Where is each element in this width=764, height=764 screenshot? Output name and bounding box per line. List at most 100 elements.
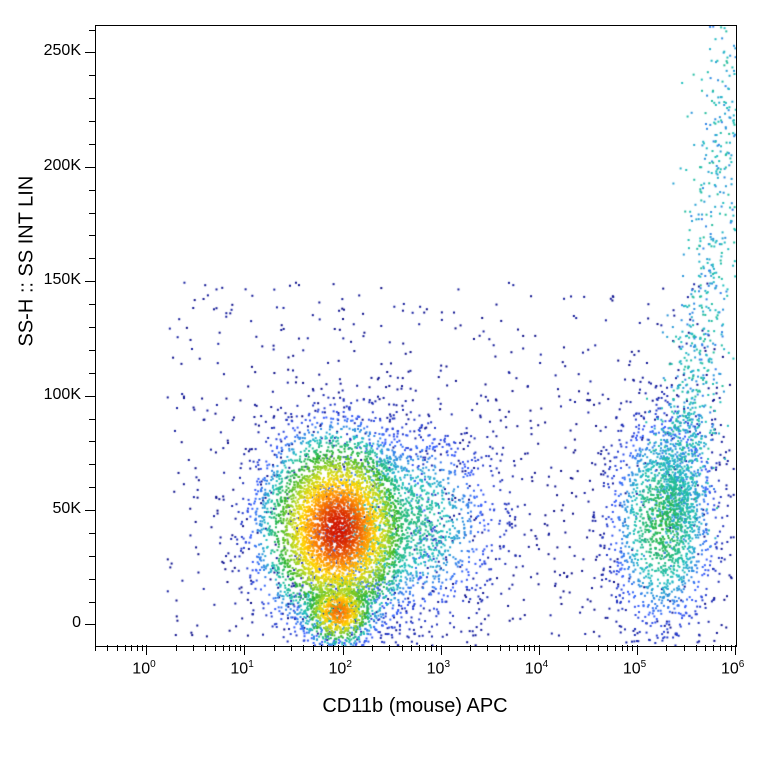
x-tick-major: [735, 645, 736, 655]
y-tick-minor: [89, 235, 95, 236]
x-tick-label: 103: [427, 659, 450, 678]
x-tick-minor: [436, 645, 437, 651]
x-tick-minor: [696, 645, 697, 651]
x-tick-major: [539, 645, 540, 655]
x-tick-label: 106: [721, 659, 744, 678]
x-tick-minor: [274, 645, 275, 651]
y-tick-label: 150K: [44, 271, 81, 289]
x-tick-label: 102: [329, 659, 352, 678]
x-tick-minor: [291, 645, 292, 651]
y-tick-minor: [89, 327, 95, 328]
x-tick-major: [244, 645, 245, 655]
x-tick-minor: [321, 645, 322, 651]
y-tick-minor: [89, 30, 95, 31]
x-tick-minor: [586, 645, 587, 651]
x-tick-minor: [517, 645, 518, 651]
x-tick-minor: [402, 645, 403, 651]
x-tick-minor: [500, 645, 501, 651]
y-tick-minor: [89, 579, 95, 580]
y-tick-label: 50K: [53, 500, 81, 518]
y-tick-label: 100K: [44, 386, 81, 404]
chart-container: 0 50K 100K 150K 200K 250K 100 101 102 103 104 105 1…: [0, 0, 764, 764]
y-tick-minor: [89, 144, 95, 145]
y-tick-minor: [89, 464, 95, 465]
x-tick-minor: [372, 645, 373, 651]
x-tick-minor: [240, 645, 241, 651]
x-tick-minor: [205, 645, 206, 651]
x-tick-minor: [411, 645, 412, 651]
x-tick-major: [343, 645, 344, 655]
y-tick-major: [85, 510, 95, 511]
y-tick-minor: [89, 373, 95, 374]
y-tick-label: 250K: [44, 42, 81, 60]
x-tick-minor: [568, 645, 569, 651]
y-tick-minor: [89, 75, 95, 76]
x-tick-minor: [598, 645, 599, 651]
y-tick-label: 200K: [44, 157, 81, 175]
x-tick-minor: [125, 645, 126, 651]
y-tick-minor: [89, 258, 95, 259]
x-tick-label: 104: [525, 659, 548, 678]
x-tick-minor: [117, 645, 118, 651]
y-axis-label: SS-H :: SS INT LIN: [16, 323, 39, 347]
y-tick-minor: [89, 121, 95, 122]
y-tick-minor: [89, 98, 95, 99]
y-tick-major: [85, 624, 95, 625]
x-tick-minor: [95, 645, 96, 651]
x-tick-major: [637, 645, 638, 655]
x-tick-label: 105: [623, 659, 646, 678]
x-tick-minor: [303, 645, 304, 651]
x-tick-minor: [470, 645, 471, 651]
x-tick-minor: [684, 645, 685, 651]
scatter-canvas: [96, 26, 736, 646]
x-tick-minor: [534, 645, 535, 651]
y-tick-minor: [89, 190, 95, 191]
x-tick-minor: [333, 645, 334, 651]
x-axis-label: CD11b (mouse) APC: [95, 695, 735, 718]
x-tick-label: 100: [132, 659, 155, 678]
x-tick-minor: [215, 645, 216, 651]
x-tick-minor: [529, 645, 530, 651]
x-tick-major: [441, 645, 442, 655]
x-tick-minor: [235, 645, 236, 651]
y-tick-label: 0: [72, 614, 81, 632]
y-tick-minor: [89, 419, 95, 420]
y-tick-major: [85, 281, 95, 282]
x-tick-minor: [137, 645, 138, 651]
y-tick-minor: [89, 304, 95, 305]
x-tick-major: [146, 645, 147, 655]
x-tick-minor: [193, 645, 194, 651]
y-tick-minor: [89, 487, 95, 488]
x-tick-minor: [229, 645, 230, 651]
x-tick-minor: [223, 645, 224, 651]
x-tick-minor: [725, 645, 726, 651]
x-tick-minor: [107, 645, 108, 651]
x-tick-label: 101: [230, 659, 253, 678]
x-tick-minor: [607, 645, 608, 651]
x-tick-minor: [720, 645, 721, 651]
y-tick-minor: [89, 213, 95, 214]
x-tick-minor: [419, 645, 420, 651]
y-tick-minor: [89, 556, 95, 557]
y-tick-minor: [89, 533, 95, 534]
x-tick-minor: [327, 645, 328, 651]
x-tick-minor: [615, 645, 616, 651]
x-tick-minor: [338, 645, 339, 651]
y-tick-major: [85, 396, 95, 397]
x-tick-minor: [705, 645, 706, 651]
y-tick-major: [85, 167, 95, 168]
x-tick-minor: [632, 645, 633, 651]
x-tick-minor: [313, 645, 314, 651]
x-tick-minor: [731, 645, 732, 651]
x-tick-minor: [509, 645, 510, 651]
x-tick-minor: [666, 645, 667, 651]
y-tick-minor: [89, 350, 95, 351]
x-tick-minor: [176, 645, 177, 651]
y-tick-minor: [89, 441, 95, 442]
x-tick-minor: [487, 645, 488, 651]
x-tick-minor: [131, 645, 132, 651]
plot-area: [95, 25, 737, 647]
x-tick-minor: [425, 645, 426, 651]
x-tick-minor: [389, 645, 390, 651]
x-tick-minor: [713, 645, 714, 651]
